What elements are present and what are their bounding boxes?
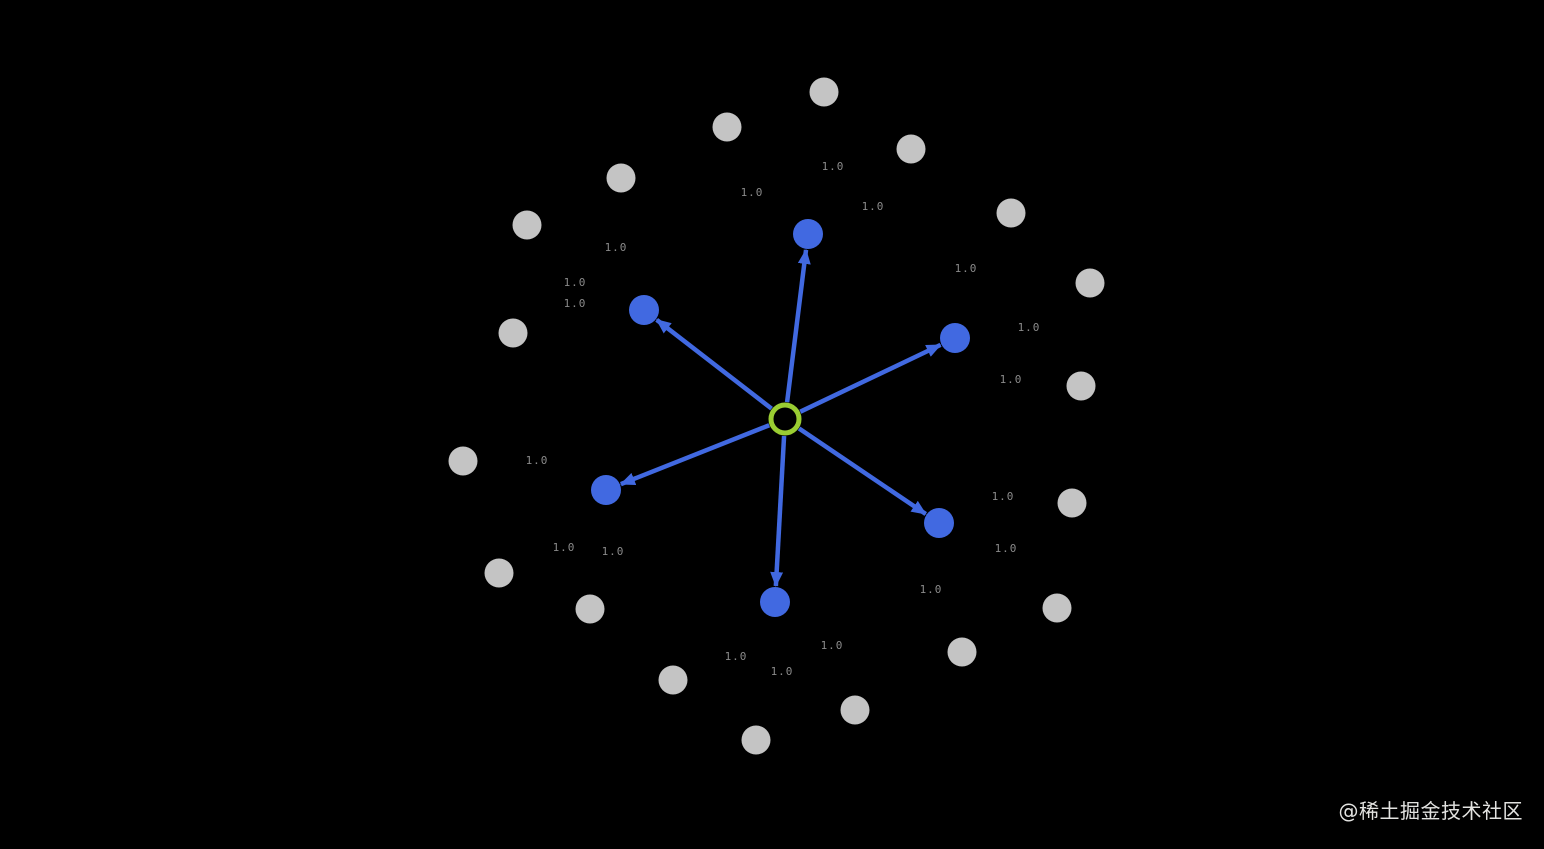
edge-weight-label: 1.0 xyxy=(725,650,748,663)
watermark: @稀土掘金技术社区 xyxy=(1338,799,1523,823)
leaf-node[interactable] xyxy=(484,558,514,588)
edge-arrow xyxy=(770,435,787,588)
edge-weight-label: 1.0 xyxy=(741,186,764,199)
edge-weight-label: 1.0 xyxy=(821,639,844,652)
leaf-node[interactable] xyxy=(1075,268,1105,298)
leaf-node[interactable] xyxy=(1066,371,1096,401)
edge-weight-label: 1.0 xyxy=(995,542,1018,555)
edge-weight-label: 1.0 xyxy=(920,583,943,596)
leaf-node[interactable] xyxy=(1042,593,1072,623)
leaf-node[interactable] xyxy=(809,77,839,107)
edge-arrow xyxy=(784,248,811,403)
edge-weight-label: 1.0 xyxy=(862,200,885,213)
edge-weight-label: 1.0 xyxy=(1000,373,1023,386)
edge-arrow xyxy=(799,342,942,414)
leaf-node[interactable] xyxy=(575,594,605,624)
hub-node[interactable] xyxy=(793,219,823,249)
hub-node[interactable] xyxy=(940,323,970,353)
edge-arrow xyxy=(797,426,927,516)
leaf-node[interactable] xyxy=(448,446,478,476)
edge-weight-label: 1.0 xyxy=(822,160,845,173)
leaf-node[interactable] xyxy=(712,112,742,142)
leaf-node[interactable] xyxy=(1057,488,1087,518)
edge-weight-label: 1.0 xyxy=(1018,321,1041,334)
leaf-node[interactable] xyxy=(947,637,977,667)
edge-weight-label: 1.0 xyxy=(602,545,625,558)
edge-weight-label: 1.0 xyxy=(955,262,978,275)
leaf-node[interactable] xyxy=(741,725,771,755)
hub-node[interactable] xyxy=(760,587,790,617)
leaf-node[interactable] xyxy=(840,695,870,725)
edge-weight-label: 1.0 xyxy=(771,665,794,678)
edge-weight-label: 1.0 xyxy=(605,241,628,254)
hub-node[interactable] xyxy=(924,508,954,538)
edge-weight-label: 1.0 xyxy=(564,276,587,289)
leaf-node[interactable] xyxy=(512,210,542,240)
leaf-node[interactable] xyxy=(498,318,528,348)
edge-weight-label: 1.0 xyxy=(564,297,587,310)
hub-node[interactable] xyxy=(591,475,621,505)
hub-node[interactable] xyxy=(629,295,659,325)
edge-weight-label: 1.0 xyxy=(526,454,549,467)
edge-weight-label: 1.0 xyxy=(992,490,1015,503)
leaf-node[interactable] xyxy=(996,198,1026,228)
edge-arrow xyxy=(655,318,773,411)
leaf-node[interactable] xyxy=(658,665,688,695)
leaf-node[interactable] xyxy=(606,163,636,193)
leaf-node[interactable] xyxy=(896,134,926,164)
center-node[interactable] xyxy=(768,402,802,436)
edge-weight-label: 1.0 xyxy=(553,541,576,554)
edge-arrow xyxy=(619,423,771,487)
